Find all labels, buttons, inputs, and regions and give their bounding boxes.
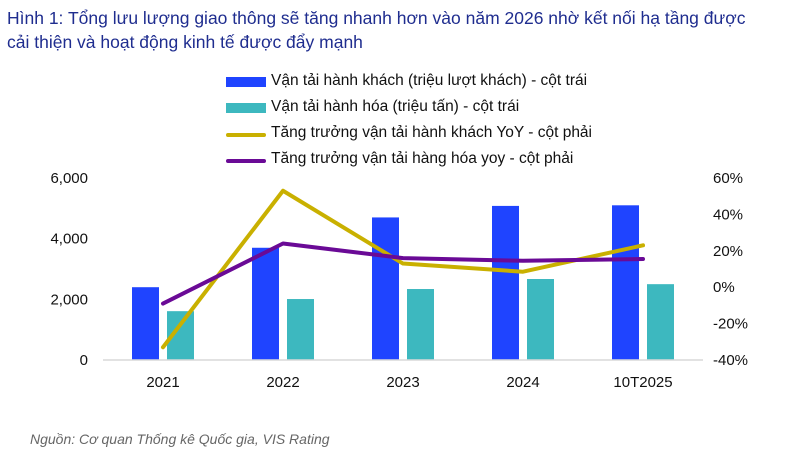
freight-bar	[287, 299, 314, 360]
passenger-bar	[132, 287, 159, 360]
x-axis-tick-label: 2022	[266, 374, 299, 391]
right-axis-tick-label: 20%	[713, 243, 743, 260]
right-axis-tick-label: 40%	[713, 206, 743, 223]
passenger-bar	[252, 247, 279, 360]
right-axis-tick-label: 0%	[713, 279, 735, 296]
title-line-1: Hình 1: Tổng lưu lượng giao thông sẽ tăn…	[7, 8, 746, 28]
legend-swatch-passenger-growth	[226, 133, 266, 137]
legend-label-freight-growth: Tăng trưởng vận tải hàng hóa yoy - cột p…	[271, 150, 574, 167]
legend-label-passenger-growth: Tăng trưởng vận tải hành khách YoY - cột…	[271, 124, 592, 141]
freight-bar	[527, 279, 554, 360]
source-note: Nguồn: Cơ quan Thống kê Quốc gia, VIS Ra…	[30, 431, 330, 447]
x-axis-tick-label: 2024	[506, 374, 539, 391]
right-axis-tick-label: -20%	[713, 316, 748, 333]
legend-swatch-freight	[226, 103, 266, 113]
right-axis-tick-label: 60%	[713, 170, 743, 187]
legend-label-passenger: Vận tải hành khách (triệu lượt khách) - …	[271, 72, 588, 89]
passenger-bar	[612, 205, 639, 360]
freight-bar	[407, 289, 434, 360]
legend-swatch-passenger	[226, 77, 266, 87]
legend-swatch-freight-growth	[226, 159, 266, 163]
x-axis-tick-label: 2023	[386, 374, 419, 391]
left-axis-tick-label: 2,000	[50, 291, 88, 308]
left-axis-tick-label: 0	[80, 352, 88, 369]
chart-title: Hình 1: Tổng lưu lượng giao thông sẽ tăn…	[7, 6, 803, 54]
passenger-bar	[372, 217, 399, 360]
legend-label-freight: Vận tải hành hóa (triệu tấn) - cột trái	[271, 98, 520, 115]
freight-bar	[647, 284, 674, 360]
right-axis-tick-label: -40%	[713, 352, 748, 369]
x-axis-tick-label: 10T2025	[613, 374, 672, 391]
left-axis-tick-label: 6,000	[50, 170, 88, 187]
x-axis-tick-label: 2021	[146, 374, 179, 391]
title-line-2: cải thiện và hoạt động kinh tế được đẩy …	[7, 32, 363, 52]
left-axis-tick-label: 4,000	[50, 231, 88, 248]
passenger-bar	[492, 205, 519, 360]
